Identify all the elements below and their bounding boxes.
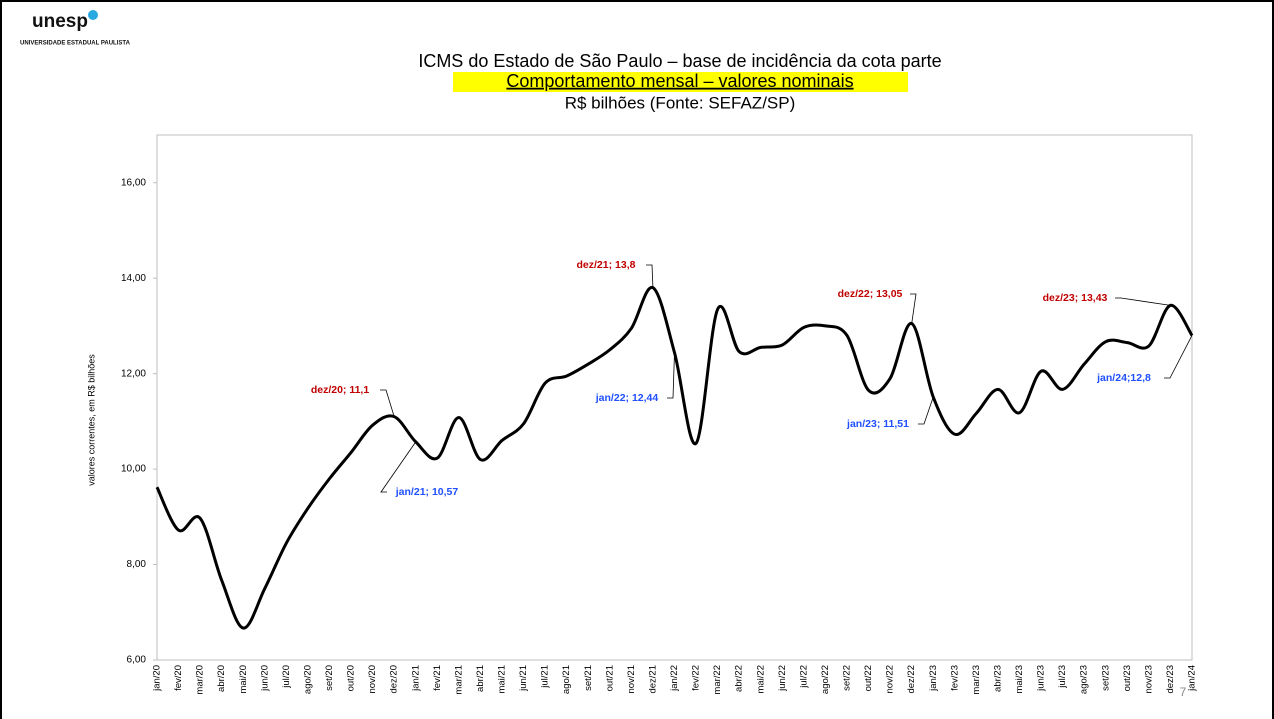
leader-line [646, 264, 654, 288]
chart-title: ICMS do Estado de São Paulo – base de in… [418, 51, 941, 71]
x-tick-label: ago/23 [1079, 665, 1090, 694]
x-tick-label: set/20 [324, 665, 335, 691]
chart-subtitle: Comportamento mensal – valores nominais [506, 71, 853, 91]
data-label: dez/23; 13,43 [1043, 292, 1108, 304]
x-tick-label: mai/21 [497, 665, 508, 694]
x-tick-label: abr/21 [475, 665, 486, 692]
x-tick-label: dez/23 [1165, 665, 1176, 694]
x-tick-label: jun/20 [259, 665, 270, 692]
logo: unesp [32, 11, 88, 32]
page-number: 7 [1180, 685, 1187, 699]
x-tick-label: set/21 [583, 665, 594, 691]
leader-line [380, 441, 417, 493]
data-label: dez/22; 13,05 [838, 288, 903, 300]
x-tick-label: out/23 [1122, 665, 1133, 691]
x-tick-label: dez/20 [389, 665, 400, 694]
x-tick-label: nov/22 [885, 665, 896, 694]
x-tick-label: nov/23 [1143, 665, 1154, 694]
x-tick-label: mai/20 [238, 665, 249, 694]
x-tick-label: mar/22 [712, 665, 723, 695]
x-tick-label: dez/21 [647, 665, 658, 694]
logo-subtitle: UNIVERSIDADE ESTADUAL PAULISTA [20, 41, 131, 47]
x-tick-label: jun/22 [777, 665, 788, 692]
x-tick-label: jun/23 [1036, 665, 1047, 692]
leader-line [667, 352, 675, 399]
leader-line [1164, 335, 1193, 379]
data-label: dez/20; 11,1 [311, 384, 370, 396]
x-tick-label: ago/21 [561, 665, 572, 694]
data-label: dez/21; 13,8 [577, 259, 636, 271]
leader-line [918, 396, 934, 425]
x-tick-label: mar/23 [971, 665, 982, 695]
x-tick-label: jul/20 [281, 665, 292, 689]
x-tick-label: jan/24 [1187, 665, 1198, 692]
y-axis-title: valores correntes, em R$ bilhões [86, 354, 96, 486]
x-tick-label: set/22 [842, 665, 853, 691]
y-tick-label: 12,00 [121, 368, 146, 379]
x-tick-label: jul/22 [798, 665, 809, 689]
x-tick-label: mar/21 [453, 665, 464, 695]
unit-note: R$ bilhões (Fonte: SEFAZ/SP) [565, 93, 796, 112]
x-tick-label: nov/21 [626, 665, 637, 694]
leader-line [380, 389, 395, 417]
leader-line [910, 293, 917, 324]
x-tick-label: out/22 [863, 665, 874, 691]
x-tick-label: jul/21 [540, 665, 551, 689]
y-tick-label: 14,00 [121, 273, 146, 284]
x-tick-label: dez/22 [906, 665, 917, 694]
y-tick-label: 10,00 [121, 464, 146, 475]
x-tick-label: out/20 [346, 665, 357, 691]
x-tick-label: out/21 [604, 665, 615, 691]
x-tick-label: nov/20 [367, 665, 378, 694]
highlight [453, 72, 908, 92]
x-tick-label: set/23 [1100, 665, 1111, 691]
x-tick-label: fev/20 [173, 665, 184, 691]
x-tick-label: jun/21 [518, 665, 529, 692]
x-tick-label: mar/20 [195, 665, 206, 695]
leader-line [1115, 297, 1171, 306]
plot-area [156, 134, 1193, 661]
x-tick-label: fev/23 [949, 665, 960, 691]
data-label: jan/23; 11,51 [846, 418, 909, 430]
x-tick-label: abr/20 [216, 665, 227, 692]
x-tick-label: jan/23 [928, 665, 939, 692]
x-tick-label: fev/21 [432, 665, 443, 691]
x-tick-label: mai/22 [755, 665, 766, 694]
x-tick-label: abr/22 [734, 665, 745, 692]
x-tick-label: ago/20 [302, 665, 313, 694]
x-tick-label: jan/22 [669, 665, 680, 692]
data-label: jan/22; 12,44 [595, 392, 659, 404]
series-line [155, 286, 1194, 630]
data-label: jan/21; 10,57 [395, 486, 459, 498]
x-tick-label: mai/23 [1014, 665, 1025, 694]
x-tick-label: ago/22 [820, 665, 831, 694]
x-tick-label: jan/21 [410, 665, 421, 692]
x-tick-label: fev/22 [691, 665, 702, 691]
x-tick-label: abr/23 [992, 665, 1003, 692]
y-tick-label: 6,00 [127, 655, 147, 666]
logo-icon [88, 10, 98, 20]
y-tick-label: 16,00 [121, 177, 146, 188]
data-label: jan/24;12,8 [1096, 372, 1151, 384]
x-tick-label: jul/23 [1057, 665, 1068, 689]
y-tick-label: 8,00 [127, 559, 147, 570]
x-tick-label: jan/20 [152, 665, 163, 692]
